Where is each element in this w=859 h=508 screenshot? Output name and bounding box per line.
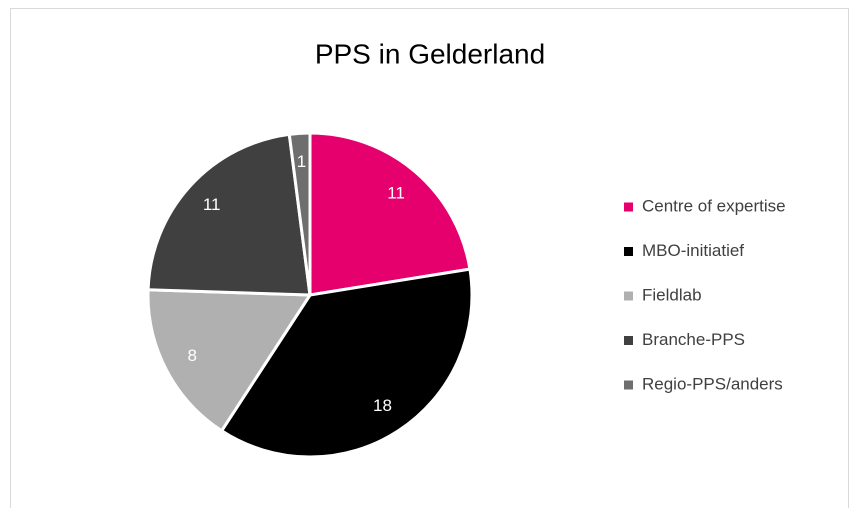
legend-swatch	[624, 291, 633, 301]
pie-slice	[287, 131, 312, 297]
legend-label: Fieldlab	[642, 285, 702, 304]
legend-swatch	[624, 202, 633, 212]
legend-swatch	[624, 247, 633, 256]
data-label: 8	[187, 346, 196, 365]
chart-title: PPS in Gelderland	[315, 38, 545, 69]
data-label: 11	[203, 195, 221, 214]
legend-swatch	[624, 380, 633, 390]
data-label: 1	[297, 152, 306, 171]
pie-slice	[220, 267, 474, 459]
pie-slice	[308, 131, 472, 297]
legend-label: MBO-initiatief	[642, 241, 744, 260]
pie-slice	[146, 288, 312, 433]
data-label: 11	[387, 183, 405, 202]
legend-swatch	[624, 336, 633, 345]
legend-label: Regio-PPS/anders	[642, 374, 783, 393]
pie-slice	[146, 132, 312, 297]
legend-label: Centre of expertise	[642, 196, 786, 215]
legend-label: Branche-PPS	[642, 330, 745, 349]
data-label: 18	[373, 396, 392, 415]
